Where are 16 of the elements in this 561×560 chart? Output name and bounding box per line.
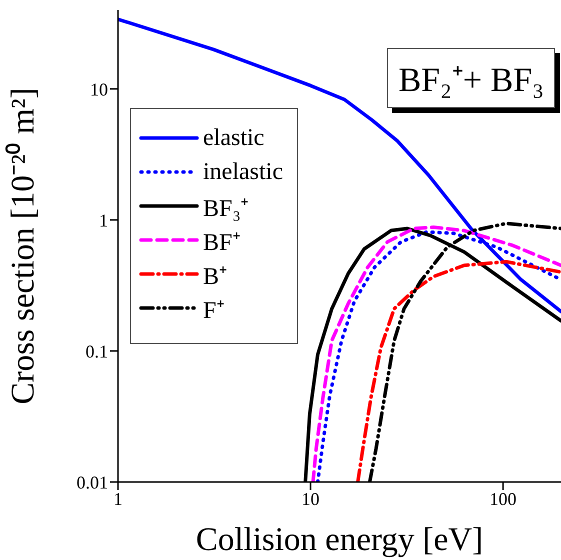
legend-label: inelastic [203, 158, 283, 186]
text: BF₂⁺+ BF₃ [387, 48, 555, 108]
y-tick-label: 0.01 [76, 472, 108, 492]
y-tick-label: 10 [90, 79, 108, 100]
x-tick-label: 10 [302, 488, 320, 509]
legend-label: B⁺ [203, 262, 228, 290]
legend-label: F⁺ [203, 296, 224, 324]
legend-label: elastic [203, 124, 264, 152]
y-tick-label: 0.1 [86, 341, 108, 362]
x-axis-title: Collision energy [eV] [196, 522, 484, 558]
x-tick-label: 1 [114, 488, 122, 509]
x-tick-label: 100 [490, 488, 517, 509]
legend-label: BF⁺ [203, 228, 240, 256]
legend-label: BF₃⁺ [203, 194, 249, 222]
y-tick-label: 1 [99, 210, 108, 230]
y-axis-title: Cross section [10⁻²⁰ m²] [4, 88, 42, 404]
